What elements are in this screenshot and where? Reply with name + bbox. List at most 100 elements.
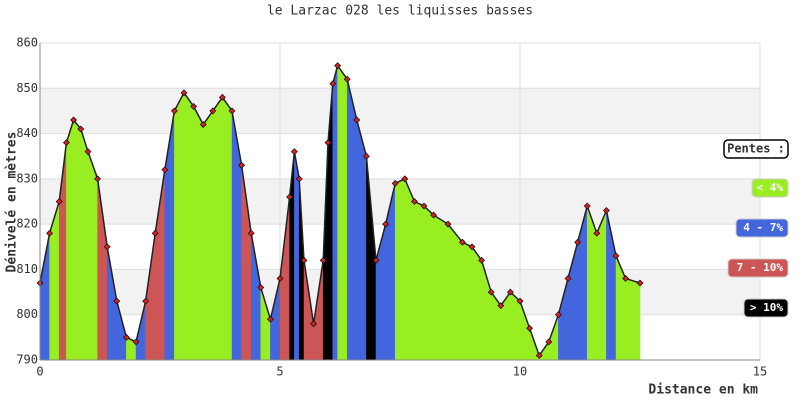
slope-segment xyxy=(80,128,89,361)
point-marker xyxy=(334,62,342,70)
legend-label: 4 - 7% xyxy=(743,221,783,234)
slope-segment xyxy=(332,65,338,361)
point-marker xyxy=(286,193,294,201)
point-marker xyxy=(276,275,284,282)
slope-segment xyxy=(447,223,463,361)
point-marker xyxy=(113,297,121,305)
point-marker xyxy=(458,238,466,246)
slope-segment xyxy=(183,92,194,361)
slope-segment xyxy=(193,106,204,361)
slope-segment xyxy=(222,96,233,361)
point-marker xyxy=(238,161,246,169)
chart-title: le Larzac 028 les liquisses basses xyxy=(267,4,533,19)
legend-swatch xyxy=(735,218,789,238)
point-marker xyxy=(84,148,92,156)
point-marker xyxy=(55,198,63,205)
point-marker xyxy=(180,89,188,97)
slope-segment xyxy=(423,205,434,361)
slope-segment xyxy=(66,119,74,361)
y-tick-label: 860 xyxy=(16,36,38,50)
point-marker xyxy=(468,243,476,251)
slope-segment xyxy=(145,233,156,361)
slope-segment xyxy=(577,205,588,361)
slope-segment xyxy=(414,201,425,361)
y-tick-label: 810 xyxy=(16,262,38,276)
slope-segment xyxy=(212,96,223,361)
point-marker xyxy=(310,320,318,328)
point-marker xyxy=(602,207,610,214)
y-axis-title: Dénivelé en mètres xyxy=(5,132,20,273)
point-marker xyxy=(554,311,562,319)
point-marker xyxy=(190,102,198,110)
point-marker xyxy=(516,297,524,305)
point-marker xyxy=(132,338,140,346)
point-marker xyxy=(564,275,572,282)
point-marker xyxy=(535,352,543,359)
x-tick-label: 0 xyxy=(36,365,43,379)
slope-segment xyxy=(174,92,185,361)
slope-segment xyxy=(106,246,118,361)
point-marker xyxy=(583,202,591,210)
legend-swatch xyxy=(751,178,789,198)
point-marker xyxy=(70,116,78,124)
point-marker xyxy=(506,288,514,296)
slope-segment xyxy=(231,110,242,361)
x-axis-title: Distance en km xyxy=(648,383,758,398)
point-marker xyxy=(526,324,534,332)
point-marker xyxy=(574,238,582,246)
slope-segment xyxy=(39,233,50,361)
point-marker xyxy=(46,229,54,237)
point-marker xyxy=(487,288,495,296)
legend-swatch xyxy=(743,298,789,318)
legend-label: < 4% xyxy=(757,181,784,194)
y-tick-label: 850 xyxy=(16,81,38,95)
point-marker xyxy=(290,148,298,156)
grid-band xyxy=(40,88,760,134)
point-marker xyxy=(94,175,102,183)
x-tick-label: 15 xyxy=(753,365,767,379)
slope-segment xyxy=(250,233,262,361)
y-tick-label: 800 xyxy=(16,307,38,321)
point-marker xyxy=(353,116,361,124)
point-marker xyxy=(362,152,370,160)
slope-segment xyxy=(625,278,641,361)
point-marker xyxy=(103,243,111,251)
legend-swatch xyxy=(727,258,789,278)
slope-segment xyxy=(87,151,98,361)
slope-segment xyxy=(471,245,482,361)
point-marker xyxy=(161,166,169,174)
point-marker xyxy=(622,275,630,282)
point-marker xyxy=(593,229,601,237)
point-marker xyxy=(636,279,644,287)
slope-segment xyxy=(49,201,60,361)
point-marker xyxy=(430,211,438,219)
slope-segment xyxy=(202,110,214,361)
slope-segment xyxy=(394,178,406,361)
point-marker xyxy=(401,175,409,183)
point-marker xyxy=(420,202,428,210)
point-marker xyxy=(62,139,70,147)
slope-segment xyxy=(294,151,300,361)
point-marker xyxy=(372,256,380,264)
point-marker xyxy=(343,75,351,83)
point-marker xyxy=(199,121,207,128)
point-marker xyxy=(257,284,265,291)
point-marker xyxy=(142,297,150,305)
point-marker xyxy=(170,107,178,115)
legend-title: Pentes : xyxy=(727,142,785,156)
point-marker xyxy=(266,315,274,323)
slope-segment xyxy=(462,241,473,361)
point-marker xyxy=(209,107,217,115)
point-marker xyxy=(382,220,390,228)
point-marker xyxy=(324,139,332,147)
legend-label: 7 - 10% xyxy=(737,261,784,274)
y-tick-label: 820 xyxy=(16,217,38,231)
point-marker xyxy=(497,302,505,310)
point-marker xyxy=(218,93,226,101)
point-marker xyxy=(612,252,620,260)
point-marker xyxy=(77,125,85,133)
point-marker xyxy=(151,229,159,237)
slope-segment xyxy=(433,214,449,361)
